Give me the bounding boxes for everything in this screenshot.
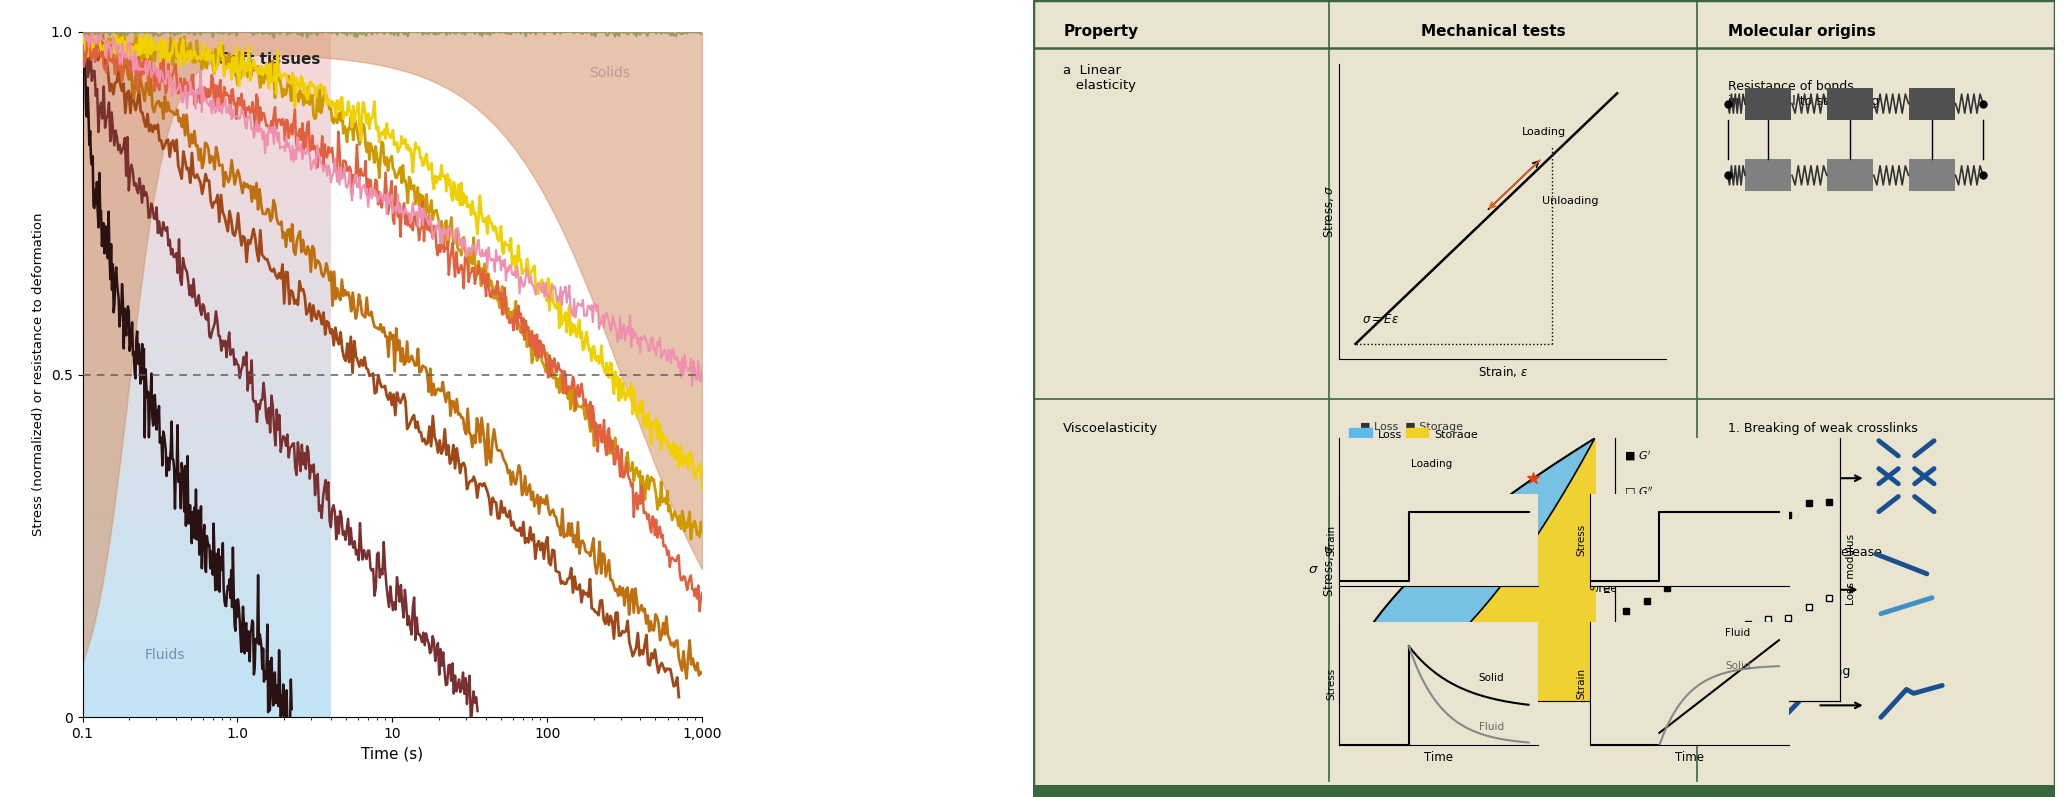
Text: 1. Breaking of weak crosslinks: 1. Breaking of weak crosslinks [1728,422,1916,435]
Text: Solids: Solids [589,66,630,80]
Y-axis label: Loss modulus: Loss modulus [1846,534,1856,606]
Y-axis label: Storage
modulus: Storage modulus [1590,548,1613,592]
Text: Unloading: Unloading [1454,622,1507,633]
Text: Storage: Storage [1435,430,1479,440]
Y-axis label: Stress: Stress [1578,524,1586,556]
Text: $\sigma = E(t)\varepsilon$: $\sigma = E(t)\varepsilon$ [1369,450,1425,465]
Text: Resistance of bonds
in material to stretching: Resistance of bonds in material to stret… [1728,80,1879,108]
Text: □ $G''$: □ $G''$ [1625,485,1654,501]
X-axis label: Time: Time [1425,751,1454,764]
X-axis label: Time (s): Time (s) [361,747,423,762]
Text: Molecular origins: Molecular origins [1728,24,1875,39]
Y-axis label: Stress: Stress [1326,667,1336,700]
Y-axis label: Stress (normalized) or resistance to deformation: Stress (normalized) or resistance to def… [33,213,45,536]
Bar [1745,88,1792,120]
Y-axis label: Stress, $\sigma$: Stress, $\sigma$ [1322,543,1336,597]
Text: Solid: Solid [1479,673,1503,683]
Text: 2. Entanglement release: 2. Entanglement release [1728,546,1881,559]
Text: a  Linear
   elasticity: a Linear elasticity [1063,64,1136,92]
Text: Fluids: Fluids [145,649,186,662]
Circle shape [1751,469,1776,488]
Bar [1032,785,2055,797]
Text: Property: Property [1063,24,1138,39]
Bar [1908,88,1956,120]
Y-axis label: Strain: Strain [1578,668,1586,699]
Text: $\sigma = E\varepsilon$: $\sigma = E\varepsilon$ [1363,313,1400,326]
Text: Loss: Loss [1377,430,1402,440]
Bar [1828,88,1873,120]
Bar [1348,428,1371,442]
Text: Unloading: Unloading [1543,196,1598,206]
Text: $\sigma$: $\sigma$ [1309,563,1320,576]
Text: ■ $G'$: ■ $G'$ [1625,449,1652,462]
X-axis label: Time: Time [1675,751,1704,764]
Text: 3. Protein unfolding: 3. Protein unfolding [1728,665,1850,678]
Bar [1406,428,1429,442]
Y-axis label: Strain: Strain [1326,524,1336,556]
Bar [1828,159,1873,191]
X-axis label: Frequency, $f$: Frequency, $f$ [1689,707,1766,724]
Y-axis label: Stress, $\sigma$: Stress, $\sigma$ [1322,184,1336,238]
Legend: Elastic hydrogel, Skin, Adipose, Muscle, Liver, Fracture haematoma, Coagulated m: Elastic hydrogel, Skin, Adipose, Muscle,… [1061,224,1225,399]
X-axis label: Strain, $\varepsilon$: Strain, $\varepsilon$ [1441,707,1493,722]
X-axis label: Strain, $\varepsilon$: Strain, $\varepsilon$ [1479,364,1528,379]
Text: Viscoelasticity: Viscoelasticity [1063,422,1158,435]
Text: Creep test: Creep test [1590,582,1652,595]
Bar [1745,159,1792,191]
Text: Fluid: Fluid [1479,722,1503,732]
Text: Soft tissues: Soft tissues [219,53,320,68]
Bar [1908,159,1956,191]
Text: Mechanical tests: Mechanical tests [1421,24,1565,39]
Text: Solid: Solid [1724,661,1751,670]
Text: Fluid: Fluid [1724,629,1751,638]
Text: Stress relaxation test: Stress relaxation test [1369,582,1497,595]
Text: ■ Loss  ■ Storage: ■ Loss ■ Storage [1359,422,1462,433]
Text: Loading: Loading [1522,128,1567,137]
Text: Loading: Loading [1410,459,1452,469]
